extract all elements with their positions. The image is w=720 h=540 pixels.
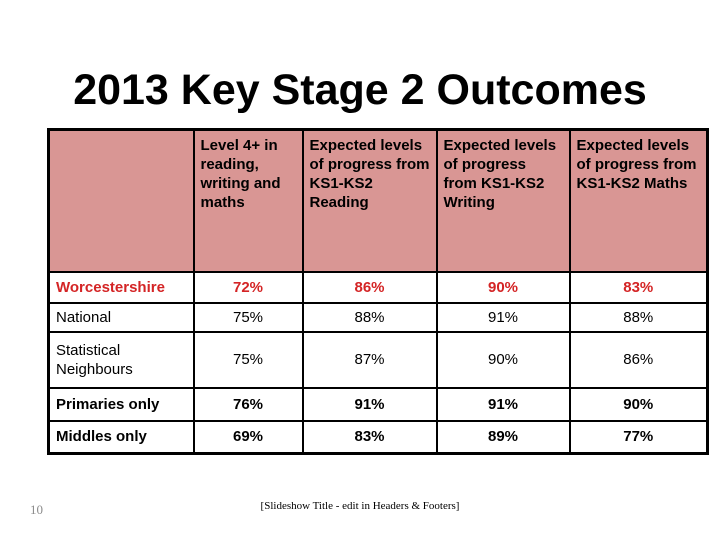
value-cell: 76% (192, 386, 304, 422)
row-label-statistical-neighbours: Statistical Neighbours (47, 330, 195, 389)
footer-text: [Slideshow Title - edit in Headers & Foo… (260, 500, 460, 512)
header-cell-empty (47, 128, 195, 273)
value-cell: 86% (301, 270, 438, 304)
table-row-worcestershire: Worcestershire 72% 86% 90% 83% (47, 270, 709, 304)
value-cell: 75% (192, 301, 304, 333)
value-cell: 86% (568, 330, 709, 389)
table-row-middles-only: Middles only 69% 83% 89% 77% (47, 419, 709, 455)
value-cell: 88% (301, 301, 438, 333)
row-label-national: National (47, 301, 195, 333)
value-cell: 91% (435, 386, 571, 422)
value-cell: 89% (435, 419, 571, 455)
slide-title: 2013 Key Stage 2 Outcomes (73, 65, 647, 114)
table-row-primaries-only: Primaries only 76% 91% 91% 90% (47, 386, 709, 422)
value-cell: 69% (192, 419, 304, 455)
value-cell: 83% (568, 270, 709, 304)
value-cell: 90% (568, 386, 709, 422)
value-cell: 75% (192, 330, 304, 389)
header-cell-writing: Expected levels of progress from KS1-KS2… (435, 128, 571, 273)
table-row-statistical-neighbours: Statistical Neighbours 75% 87% 90% 86% (47, 330, 709, 389)
value-cell: 88% (568, 301, 709, 333)
row-label-primaries-only: Primaries only (47, 386, 195, 422)
outcomes-table: Level 4+ in reading, writing and maths E… (47, 128, 709, 455)
value-cell: 91% (435, 301, 571, 333)
value-cell: 77% (568, 419, 709, 455)
row-label-worcestershire: Worcestershire (47, 270, 195, 304)
header-cell-maths: Expected levels of progress from KS1-KS2… (568, 128, 709, 273)
value-cell: 90% (435, 270, 571, 304)
value-cell: 83% (301, 419, 438, 455)
row-label-middles-only: Middles only (47, 419, 195, 455)
table-row-national: National 75% 88% 91% 88% (47, 301, 709, 333)
header-cell-reading: Expected levels of progress from KS1-KS2… (301, 128, 438, 273)
value-cell: 91% (301, 386, 438, 422)
value-cell: 87% (301, 330, 438, 389)
value-cell: 72% (192, 270, 304, 304)
header-cell-level4: Level 4+ in reading, writing and maths (192, 128, 304, 273)
value-cell: 90% (435, 330, 571, 389)
table-header-row: Level 4+ in reading, writing and maths E… (47, 128, 709, 273)
page-number: 10 (30, 502, 43, 517)
